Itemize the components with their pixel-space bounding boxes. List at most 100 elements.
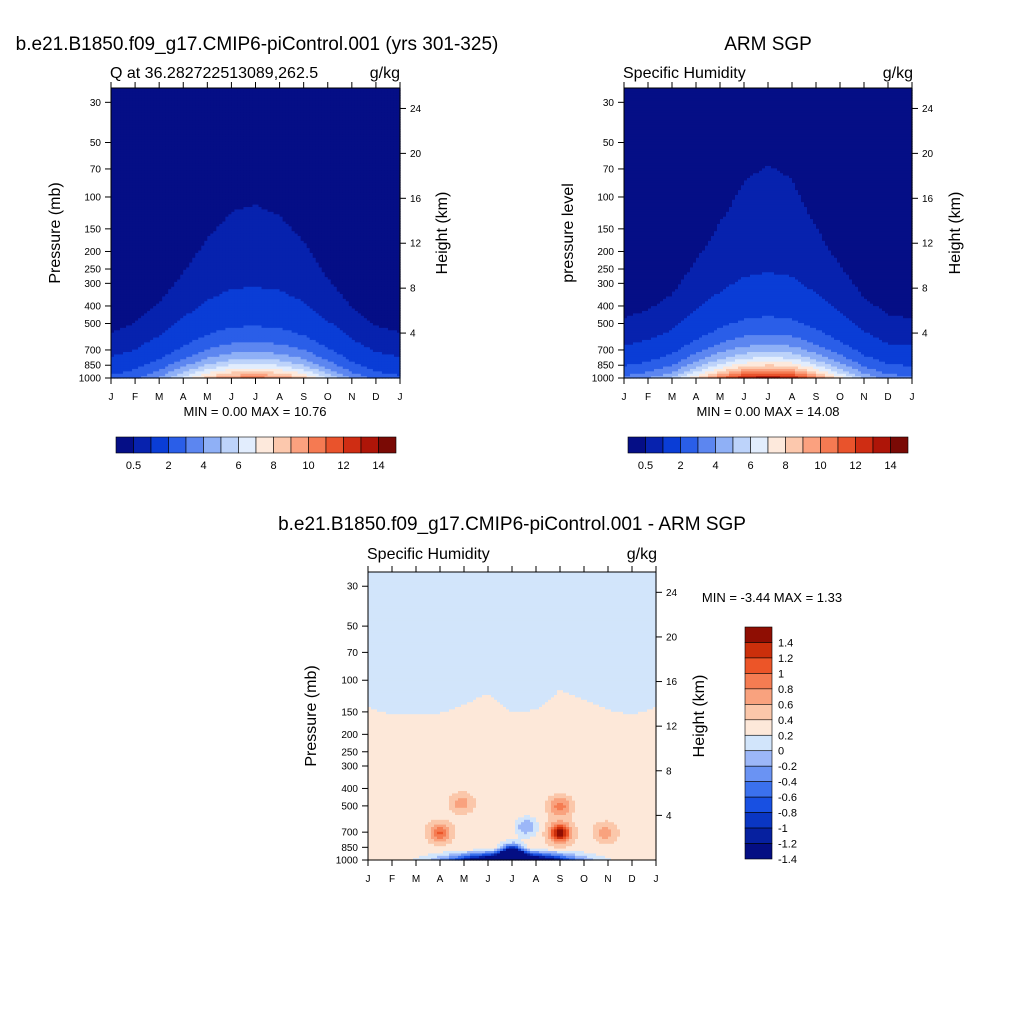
panel1-cell xyxy=(129,177,133,181)
panel1-cell xyxy=(159,167,163,171)
panel1-cell xyxy=(162,334,166,338)
panel1-cell xyxy=(114,129,118,133)
panel1-cell xyxy=(123,131,127,135)
panel1-cell xyxy=(162,264,166,268)
panel1-cell xyxy=(138,114,142,118)
panel1-cell xyxy=(162,293,166,297)
panel1-cell xyxy=(129,109,133,113)
panel1-cell xyxy=(153,305,157,309)
panel1-cell xyxy=(159,100,163,104)
panel1-cell xyxy=(150,213,154,217)
panel1-cell xyxy=(150,117,154,121)
panel1-cell xyxy=(132,179,136,183)
panel1-cell xyxy=(138,133,142,137)
panel1-cell xyxy=(156,254,160,258)
panel1-cell xyxy=(123,351,127,355)
panel1-cell xyxy=(150,131,154,135)
panel1-cell xyxy=(159,283,163,287)
panel1-cell xyxy=(162,182,166,186)
panel1-cell xyxy=(120,121,124,125)
panel1-cell xyxy=(153,170,157,174)
panel1-cell xyxy=(162,356,166,360)
panel1-cell xyxy=(126,146,130,150)
panel1-cell xyxy=(114,295,118,299)
panel1-cell xyxy=(150,124,154,128)
panel1-cell xyxy=(120,117,124,121)
panel1-title: b.e21.B1850.f09_g17.CMIP6-piControl.001 … xyxy=(16,34,499,55)
panel1-cell xyxy=(123,162,127,166)
panel1-cell xyxy=(159,363,163,367)
panel1-cell xyxy=(126,228,130,232)
panel1-cell xyxy=(138,300,142,304)
panel1-cell xyxy=(126,172,130,176)
panel1-cell xyxy=(150,353,154,357)
panel1-cell xyxy=(114,283,118,287)
panel1-cell xyxy=(147,245,151,249)
panel1-cell xyxy=(153,208,157,212)
panel1-cell xyxy=(129,235,133,239)
panel1-cell xyxy=(159,249,163,253)
panel1-cell xyxy=(147,329,151,333)
panel1-cell xyxy=(159,274,163,278)
panel1-cell xyxy=(141,339,145,343)
panel1-cell xyxy=(141,187,145,191)
panel1-cell xyxy=(111,97,115,101)
panel1-cell xyxy=(135,339,139,343)
panel1-cell xyxy=(141,361,145,365)
panel1-cell xyxy=(135,143,139,147)
panel1-cell xyxy=(141,344,145,348)
panel1-cell xyxy=(117,191,121,195)
panel1-cell xyxy=(153,332,157,336)
panel1-cell xyxy=(150,177,154,181)
panel1-cell xyxy=(111,177,115,181)
panel1-cell xyxy=(129,162,133,166)
panel1-cell xyxy=(126,312,130,316)
panel1-cell xyxy=(156,167,160,171)
panel1-cell xyxy=(150,119,154,123)
panel1-cell xyxy=(150,291,154,295)
panel1-cell xyxy=(126,121,130,125)
panel1-cell xyxy=(156,235,160,239)
panel1-cell xyxy=(147,211,151,215)
panel1-cell xyxy=(144,129,148,133)
panel1-cell xyxy=(144,165,148,169)
panel1-cell xyxy=(123,194,127,198)
panel1-cell xyxy=(117,119,121,123)
panel1-cell xyxy=(120,249,124,253)
panel1-cell xyxy=(156,351,160,355)
panel1-cell xyxy=(120,95,124,99)
panel1-cell xyxy=(156,264,160,268)
panel1-cell xyxy=(147,266,151,270)
panel1-cell xyxy=(141,225,145,229)
panel1-cell xyxy=(159,191,163,195)
panel1-cell xyxy=(138,295,142,299)
panel1-cell xyxy=(144,179,148,183)
panel1-cell xyxy=(144,131,148,135)
panel1-cell xyxy=(123,271,127,275)
panel1-cell xyxy=(135,271,139,275)
panel1-cell xyxy=(126,153,130,157)
panel1-cell xyxy=(159,336,163,340)
panel1-cell xyxy=(111,365,115,369)
panel1-cell xyxy=(126,143,130,147)
panel1-cell xyxy=(138,266,142,270)
panel1-cell xyxy=(126,271,130,275)
panel1-cell xyxy=(135,341,139,345)
panel1-cell xyxy=(141,266,145,270)
panel1-cell xyxy=(162,298,166,302)
panel1-cell xyxy=(135,136,139,140)
panel1-cell xyxy=(114,165,118,169)
panel1-cell xyxy=(123,199,127,203)
panel1-cell xyxy=(141,233,145,237)
panel1-cell xyxy=(123,312,127,316)
panel1-cell xyxy=(141,100,145,104)
panel1-cell xyxy=(126,259,130,263)
panel1-cell xyxy=(114,262,118,266)
panel1-cell xyxy=(135,233,139,237)
panel1-cell xyxy=(138,363,142,367)
panel1-cell xyxy=(123,264,127,268)
panel1-cell xyxy=(156,175,160,179)
panel1-cell xyxy=(132,233,136,237)
panel1-cell xyxy=(135,254,139,258)
panel1-cell xyxy=(153,353,157,357)
